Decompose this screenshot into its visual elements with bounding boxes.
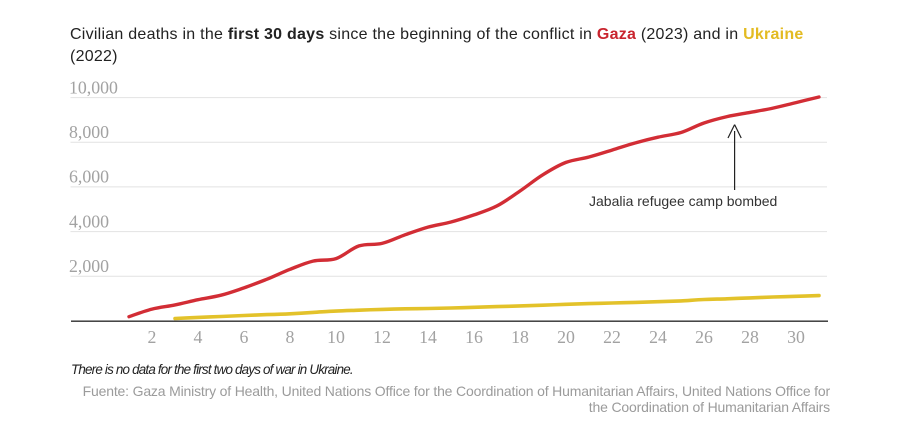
svg-text:20: 20 xyxy=(557,327,575,347)
svg-text:6: 6 xyxy=(240,327,249,347)
svg-text:10,000: 10,000 xyxy=(69,77,118,97)
svg-text:2,000: 2,000 xyxy=(69,256,109,276)
svg-text:4: 4 xyxy=(194,327,203,347)
svg-text:28: 28 xyxy=(741,327,759,347)
svg-text:8,000: 8,000 xyxy=(69,122,109,142)
svg-text:10: 10 xyxy=(327,327,345,347)
svg-text:30: 30 xyxy=(787,327,805,347)
svg-text:2: 2 xyxy=(148,327,157,347)
svg-text:12: 12 xyxy=(373,327,391,347)
svg-text:16: 16 xyxy=(465,327,483,347)
svg-text:4,000: 4,000 xyxy=(69,211,109,231)
svg-text:14: 14 xyxy=(419,327,437,347)
svg-text:22: 22 xyxy=(603,327,621,347)
svg-text:26: 26 xyxy=(695,327,713,347)
svg-text:24: 24 xyxy=(649,327,667,347)
svg-text:6,000: 6,000 xyxy=(69,167,109,187)
svg-text:8: 8 xyxy=(286,327,295,347)
svg-text:18: 18 xyxy=(511,327,529,347)
